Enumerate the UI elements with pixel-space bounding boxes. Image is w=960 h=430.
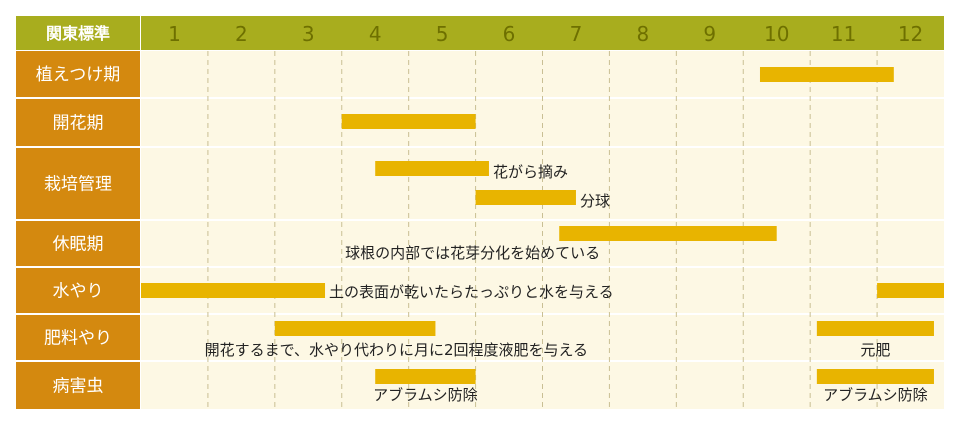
- activity-bar: [375, 369, 476, 384]
- bar-note-label: 元肥: [860, 341, 890, 359]
- note-layer: 花がら摘み分球球根の内部では花芽分化を始めている土の表面が乾いたらたっぷりと水を…: [205, 163, 928, 404]
- activity-bar: [375, 161, 489, 176]
- row-label-cell: [16, 268, 140, 313]
- month-tick-label: 10: [764, 22, 789, 46]
- month-tick-label: 1: [168, 22, 181, 46]
- row-label: 水やり: [53, 282, 104, 302]
- row-label-cell: [16, 362, 140, 409]
- month-gridlines-layer: [207, 51, 878, 409]
- bar-note-label: 開花するまで、水やり代わりに月に2回程度液肥を与える: [205, 341, 588, 359]
- bar-note-label: アブラムシ防除: [373, 386, 478, 404]
- row-label: 病害虫: [53, 377, 104, 397]
- month-tick-label: 12: [898, 22, 923, 46]
- row-label-cell: [16, 221, 140, 266]
- row-label-cell: [16, 315, 140, 360]
- activity-bar: [475, 190, 576, 205]
- month-tick-label: 7: [570, 22, 583, 46]
- activity-bar: [816, 369, 934, 384]
- bar-note-label: 球根の内部では花芽分化を始めている: [345, 244, 600, 262]
- month-header-band: [141, 16, 944, 50]
- month-tick-label: 2: [235, 22, 248, 46]
- month-tick-label: 3: [302, 22, 315, 46]
- row-label: 栽培管理: [44, 175, 112, 195]
- month-tick-label: 4: [369, 22, 382, 46]
- row-label: 肥料やり: [44, 329, 112, 349]
- activity-bar: [877, 283, 944, 298]
- row-label-cell: [16, 51, 140, 97]
- row-label: 休眠期: [53, 235, 104, 255]
- row-label-cell: [16, 99, 140, 146]
- activity-bar: [274, 321, 436, 336]
- corner-label: 関東標準: [46, 24, 110, 43]
- month-tick-label: 9: [703, 22, 716, 46]
- activity-bar: [759, 67, 894, 82]
- activity-bar: [341, 114, 476, 129]
- month-tick-label: 11: [831, 22, 856, 46]
- row-label: 開花期: [53, 114, 104, 134]
- row-label: 植えつけ期: [36, 65, 121, 85]
- bar-note-label: アブラムシ防除: [823, 386, 928, 404]
- month-tick-label: 6: [503, 22, 516, 46]
- activity-bar: [141, 283, 326, 298]
- month-header-layer: 関東標準 1 2 3 4 5 6 7 8 9 10 11 12: [16, 16, 944, 50]
- month-tick-label: 8: [637, 22, 650, 46]
- bar-note-label: 分球: [580, 192, 610, 210]
- bar-note-label: 土の表面が乾いたらたっぷりと水を与える: [329, 283, 614, 301]
- activity-bar: [559, 226, 777, 241]
- activity-bar: [816, 321, 934, 336]
- row-label-cell: [16, 148, 140, 219]
- bar-layer: [141, 67, 944, 384]
- corner-cell: [16, 16, 140, 50]
- bar-note-label: 花がら摘み: [493, 163, 568, 181]
- month-tick-label: 5: [436, 22, 449, 46]
